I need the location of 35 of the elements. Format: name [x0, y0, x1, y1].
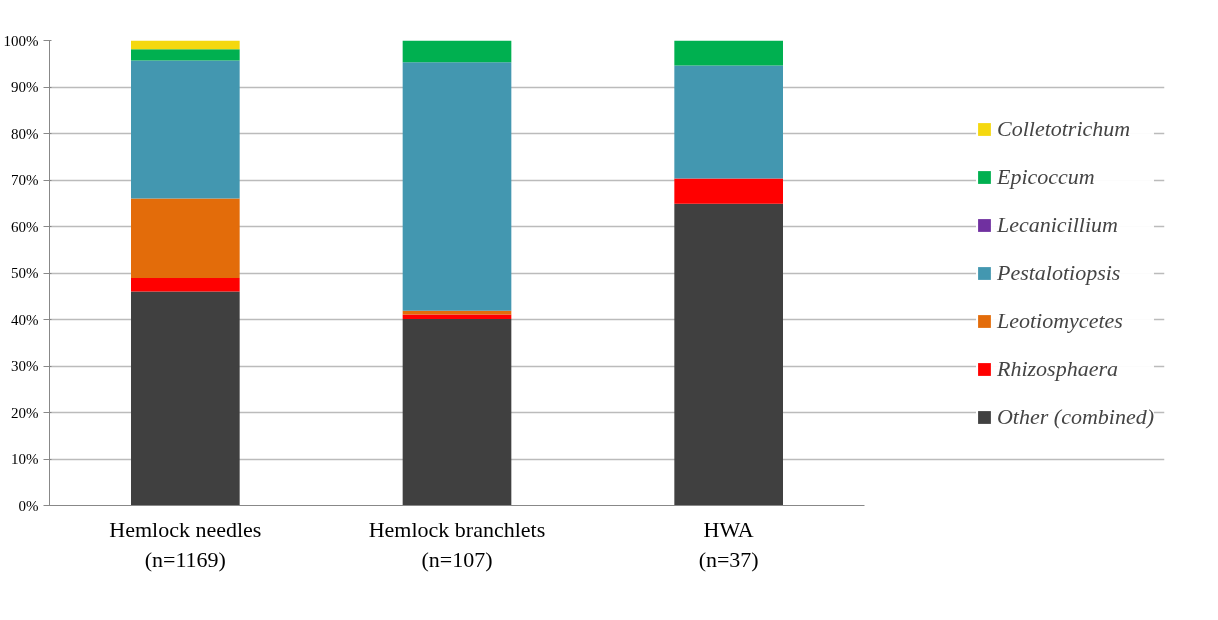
- bar: [131, 291, 240, 506]
- y-tick-label: 80%: [11, 125, 39, 142]
- bar: [131, 40, 240, 50]
- y-tick-label: 60%: [11, 218, 39, 235]
- x-tick-label: Hemlock needles (n=1169): [109, 516, 262, 572]
- bar: [131, 278, 240, 292]
- y-tick-label: 70%: [11, 172, 39, 188]
- bar: [131, 49, 240, 61]
- legend-label: Colletotrichum: [996, 115, 1131, 142]
- legend-label: Lecanicillium: [996, 211, 1118, 238]
- y-tick-label: 0%: [18, 497, 39, 514]
- bar: [674, 40, 783, 66]
- bar: [674, 65, 783, 179]
- x-tick-label: HWA (n=37): [698, 516, 759, 572]
- legend-label: Rhizosphaera: [996, 355, 1118, 382]
- bar: [402, 314, 512, 320]
- y-tick-label: 10%: [11, 451, 39, 467]
- y-tick-label: 40%: [11, 311, 39, 328]
- y-tick-label: 20%: [11, 404, 39, 421]
- y-tick-label: 100%: [3, 32, 39, 49]
- bar: [402, 62, 512, 311]
- legend-label: Pestalotiopsis: [996, 259, 1121, 286]
- bar: [131, 60, 240, 199]
- bar: [674, 178, 783, 204]
- legend-label: Other (combined): [996, 403, 1154, 430]
- y-tick-label: 30%: [11, 358, 39, 374]
- legend-label: Epicoccum: [996, 163, 1095, 190]
- y-tick-label: 90%: [11, 79, 39, 95]
- bar: [402, 319, 512, 506]
- bar: [674, 203, 783, 506]
- bar: [131, 198, 240, 279]
- bar: [402, 40, 512, 63]
- x-tick-label: Hemlock branchlets (n=107): [368, 516, 546, 572]
- legend-label: Leotiomycetes: [996, 307, 1123, 334]
- y-tick-label: 50%: [11, 265, 39, 281]
